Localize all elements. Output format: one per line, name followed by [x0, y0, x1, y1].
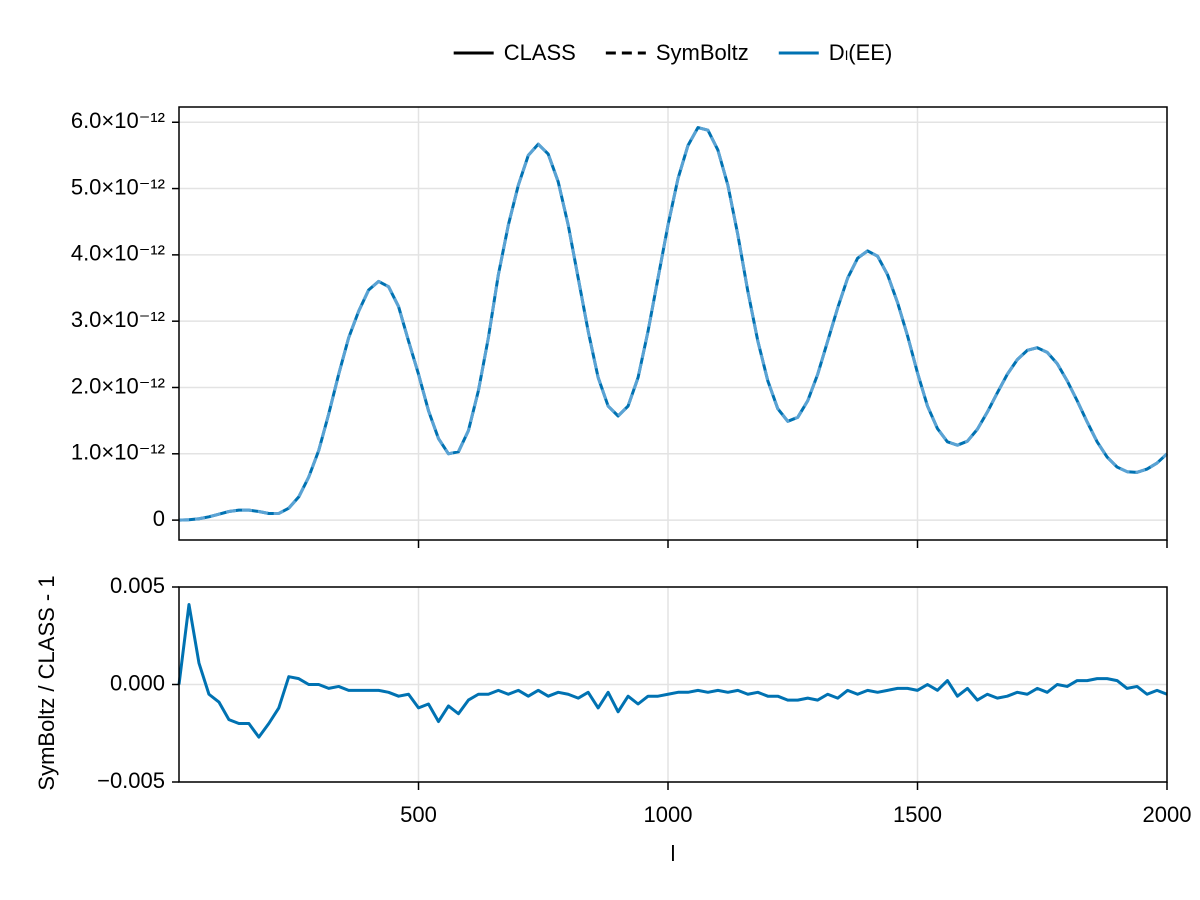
y-tick-label: 4.0×10⁻¹²	[71, 241, 165, 266]
y-tick-label: 5.0×10⁻¹²	[71, 174, 165, 199]
data-line	[177, 603, 1168, 739]
y-tick-label: 6.0×10⁻¹²	[71, 108, 165, 133]
x-tick-label: 1500	[893, 802, 942, 827]
y-tick-label: 0.005	[110, 573, 165, 598]
x-tick-label: 500	[400, 802, 437, 827]
x-tick-label: 1000	[644, 802, 693, 827]
data-line	[178, 126, 1169, 522]
y-tick-label: 1.0×10⁻¹²	[71, 440, 165, 465]
x-tick-label: 2000	[1143, 802, 1192, 827]
data-line	[178, 126, 1169, 522]
y-tick-label: −0.005	[97, 768, 165, 793]
y-axis-label: SymBoltz / CLASS - 1	[34, 575, 59, 790]
y-tick-label: 2.0×10⁻¹²	[71, 373, 165, 398]
legend-label: CLASS	[504, 40, 576, 65]
y-tick-label: 0.000	[110, 670, 165, 695]
y-tick-label: 3.0×10⁻¹²	[71, 307, 165, 332]
y-tick-label: 0	[153, 506, 165, 531]
legend-label: Dₗ(EE)	[829, 40, 893, 65]
plot-frame	[178, 106, 1168, 541]
x-axis-label: l	[671, 841, 676, 866]
legend-label: SymBoltz	[656, 40, 749, 65]
